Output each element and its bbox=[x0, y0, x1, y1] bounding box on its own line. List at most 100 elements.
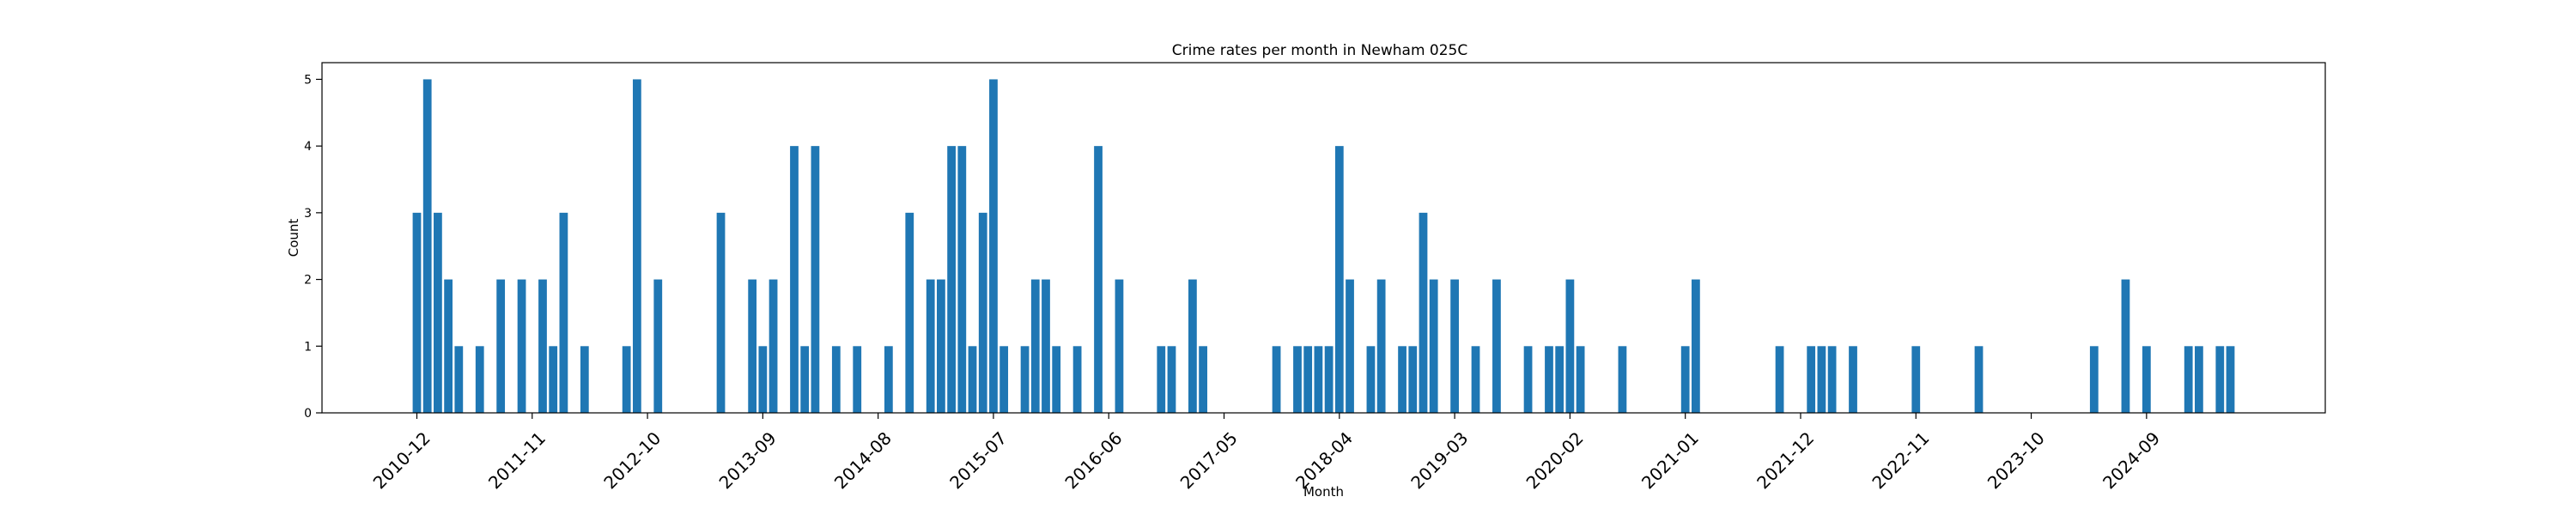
x-tick-label: 2020-02 bbox=[1522, 427, 1588, 493]
bar-2015-12 bbox=[1042, 279, 1050, 413]
x-tick-label: 2012-10 bbox=[599, 427, 665, 493]
bar-2015-04 bbox=[957, 146, 967, 413]
bar-2010-12 bbox=[412, 212, 422, 413]
x-tick-label: 2014-08 bbox=[830, 427, 896, 493]
bar-2020-07 bbox=[1618, 346, 1627, 413]
bar-2014-02 bbox=[811, 146, 820, 413]
x-tick-label: 2015-07 bbox=[945, 427, 1011, 493]
x-tick-label: 2024-09 bbox=[2099, 427, 2164, 493]
bar-2024-04 bbox=[2089, 346, 2099, 413]
bar-2019-12 bbox=[1545, 346, 1553, 413]
bars-group bbox=[412, 79, 2235, 414]
x-tick-label: 2011-11 bbox=[484, 427, 550, 493]
bar-2016-11 bbox=[1157, 346, 1166, 413]
bar-2019-03 bbox=[1450, 279, 1459, 413]
bar-2018-03 bbox=[1324, 346, 1334, 413]
bar-2016-01 bbox=[1052, 346, 1061, 413]
bar-2018-02 bbox=[1314, 346, 1323, 413]
bar-2018-05 bbox=[1346, 279, 1354, 413]
bar-2020-01 bbox=[1555, 346, 1564, 413]
bar-2018-01 bbox=[1303, 346, 1313, 413]
bar-2023-05 bbox=[1974, 346, 1984, 413]
y-tick-label: 5 bbox=[304, 73, 312, 87]
bar-2021-01 bbox=[1680, 346, 1690, 413]
y-tick-label: 1 bbox=[304, 340, 312, 354]
x-tick-label: 2022-11 bbox=[1868, 427, 1933, 493]
bar-2022-03 bbox=[1827, 346, 1837, 413]
x-tick-label: 2010-12 bbox=[369, 427, 434, 493]
y-tick-label: 4 bbox=[304, 140, 312, 154]
bar-2017-02 bbox=[1188, 279, 1197, 413]
bar-2024-07 bbox=[2121, 279, 2130, 413]
bar-2025-02 bbox=[2195, 346, 2203, 413]
bar-2022-11 bbox=[1911, 346, 1921, 413]
bar-2013-12 bbox=[790, 146, 799, 413]
bar-2012-08 bbox=[622, 346, 631, 413]
bar-2015-03 bbox=[947, 146, 956, 413]
bar-2016-07 bbox=[1115, 279, 1124, 413]
bar-2015-06 bbox=[978, 212, 987, 413]
bar-2014-09 bbox=[884, 346, 893, 413]
bar-2025-04 bbox=[2215, 346, 2225, 413]
y-tick-label: 3 bbox=[304, 207, 312, 221]
bar-2017-03 bbox=[1199, 346, 1207, 413]
bar-2016-05 bbox=[1094, 146, 1103, 413]
bar-2015-08 bbox=[999, 346, 1009, 413]
bar-2011-10 bbox=[517, 279, 526, 413]
bar-2025-05 bbox=[2226, 346, 2235, 413]
y-tick-label: 2 bbox=[304, 274, 312, 288]
bar-2015-11 bbox=[1030, 279, 1040, 413]
bar-2015-02 bbox=[937, 279, 945, 413]
x-tick-label: 2013-09 bbox=[715, 427, 781, 493]
bar-2019-10 bbox=[1523, 346, 1533, 413]
bar-2014-11 bbox=[905, 212, 914, 413]
bar-2025-01 bbox=[2184, 346, 2193, 413]
bar-2011-02 bbox=[434, 212, 442, 413]
bar-2011-04 bbox=[454, 346, 464, 413]
bar-2022-02 bbox=[1817, 346, 1826, 413]
bar-2012-11 bbox=[653, 279, 663, 413]
bar-2021-02 bbox=[1692, 279, 1700, 413]
bar-2015-10 bbox=[1020, 346, 1030, 413]
bar-2022-01 bbox=[1807, 346, 1816, 413]
x-tick-label: 2018-04 bbox=[1291, 427, 1357, 493]
y-tick-label: 0 bbox=[304, 407, 312, 421]
bar-2019-07 bbox=[1492, 279, 1501, 413]
bar-2012-09 bbox=[632, 79, 641, 414]
bar-2012-04 bbox=[580, 346, 589, 413]
x-tick-label: 2017-05 bbox=[1176, 427, 1242, 493]
bar-2018-12 bbox=[1419, 212, 1428, 413]
bar-2016-03 bbox=[1072, 346, 1082, 413]
bar-2011-08 bbox=[496, 279, 506, 413]
x-tick-label: 2023-10 bbox=[1984, 427, 2049, 493]
bar-2011-03 bbox=[444, 279, 453, 413]
bar-2018-10 bbox=[1398, 346, 1406, 413]
bar-2015-07 bbox=[989, 79, 998, 414]
bar-2019-01 bbox=[1429, 279, 1438, 413]
y-axis: 0 1 2 3 4 5 bbox=[304, 73, 322, 421]
bar-2017-10 bbox=[1272, 346, 1281, 413]
bar-2014-04 bbox=[831, 346, 841, 413]
bar-2017-12 bbox=[1293, 346, 1302, 413]
bar-2014-01 bbox=[800, 346, 810, 413]
x-axis: 2010-12 2011-11 2012-10 2013-09 2014-08 2015-… bbox=[369, 413, 2164, 493]
bar-2018-08 bbox=[1376, 279, 1386, 413]
chart-title: Crime rates per month in Newham 025C bbox=[1172, 42, 1467, 59]
bar-2018-11 bbox=[1408, 346, 1418, 413]
bar-2013-08 bbox=[748, 279, 757, 413]
bar-2016-12 bbox=[1167, 346, 1176, 413]
bar-2022-05 bbox=[1849, 346, 1857, 413]
y-axis-title: Count bbox=[286, 219, 301, 258]
x-tick-label: 2021-12 bbox=[1753, 427, 1818, 493]
bar-2020-02 bbox=[1565, 279, 1575, 413]
bar-2015-05 bbox=[968, 346, 977, 413]
bar-2015-01 bbox=[926, 279, 935, 413]
bar-2013-09 bbox=[758, 346, 768, 413]
bar-2020-03 bbox=[1576, 346, 1585, 413]
x-axis-title: Month bbox=[1303, 484, 1344, 500]
bar-2011-06 bbox=[475, 346, 484, 413]
x-tick-label: 2016-06 bbox=[1060, 427, 1126, 493]
plot-area-frame bbox=[321, 62, 2326, 414]
x-tick-label: 2019-03 bbox=[1406, 427, 1472, 493]
